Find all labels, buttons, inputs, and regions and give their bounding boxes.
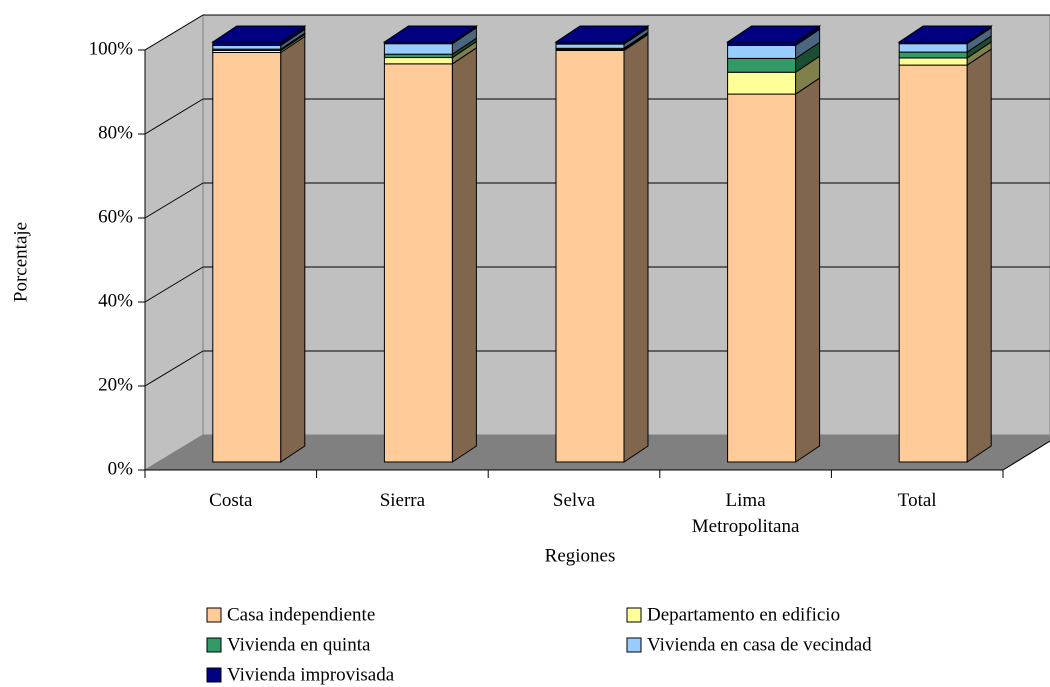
- bar-segment: [212, 41, 282, 46]
- x-tick-label: Selva: [552, 490, 596, 511]
- y-tick-label: 100%: [89, 38, 134, 59]
- legend-label: Casa independiente: [227, 604, 375, 625]
- side-wall: [144, 14, 204, 471]
- bar-side: [451, 46, 477, 463]
- y-tick-label: 0%: [108, 458, 134, 479]
- x-axis-title: Regiones: [545, 545, 616, 566]
- bar-side: [966, 48, 992, 463]
- bar-segment: [727, 93, 797, 463]
- grid-line: [144, 98, 204, 135]
- y-axis-title: Porcentaje: [10, 222, 31, 302]
- legend-swatch: [206, 607, 222, 623]
- bar-segment: [555, 49, 625, 463]
- x-tick-label: Total: [897, 490, 937, 511]
- grid-line: [144, 14, 204, 51]
- bar-segment: [383, 53, 453, 59]
- bar-segment: [383, 63, 453, 463]
- bar-side: [623, 33, 649, 463]
- y-tick-label: 40%: [98, 290, 133, 311]
- bar-segment: [383, 43, 453, 55]
- bar-segment: [727, 44, 797, 59]
- x-tick-label: Lima Metropolitana: [691, 490, 800, 537]
- legend-swatch: [206, 637, 222, 653]
- legend-label: Vivienda improvisada: [227, 664, 395, 685]
- legend-swatch: [626, 607, 642, 623]
- grid-line: [144, 182, 204, 219]
- legend-label: Vivienda en quinta: [227, 634, 371, 655]
- bar-side: [795, 77, 821, 463]
- bar-segment: [727, 41, 797, 46]
- bar-segment: [898, 57, 968, 66]
- bar-top: [382, 25, 479, 43]
- bar-top: [725, 25, 822, 43]
- bar-segment: [898, 64, 968, 463]
- legend-swatch: [206, 667, 222, 683]
- bar-segment: [898, 43, 968, 53]
- bar-top: [211, 25, 307, 43]
- bar-segment: [555, 43, 625, 49]
- bar-segment: [727, 57, 797, 73]
- x-tick-label: Sierra: [379, 490, 426, 511]
- bar-top: [554, 25, 650, 43]
- y-tick-label: 60%: [98, 206, 133, 227]
- bar-segment: [212, 44, 282, 50]
- bar-segment: [727, 71, 797, 95]
- floor-edge: [1002, 440, 1050, 471]
- x-tick-label: Costa: [209, 490, 253, 511]
- bar-side: [280, 35, 306, 463]
- bar-top: [897, 25, 993, 43]
- grid-line: [144, 266, 204, 303]
- legend-label: Departamento en edificio: [647, 604, 840, 625]
- bar-segment: [383, 57, 453, 65]
- y-tick-label: 80%: [98, 122, 133, 143]
- grid-line: [144, 350, 204, 387]
- legend-label: Vivienda en casa de vecindad: [647, 634, 872, 655]
- bar-segment: [898, 51, 968, 59]
- legend-swatch: [626, 637, 642, 653]
- bar-segment: [212, 52, 282, 463]
- y-tick-label: 20%: [98, 374, 133, 395]
